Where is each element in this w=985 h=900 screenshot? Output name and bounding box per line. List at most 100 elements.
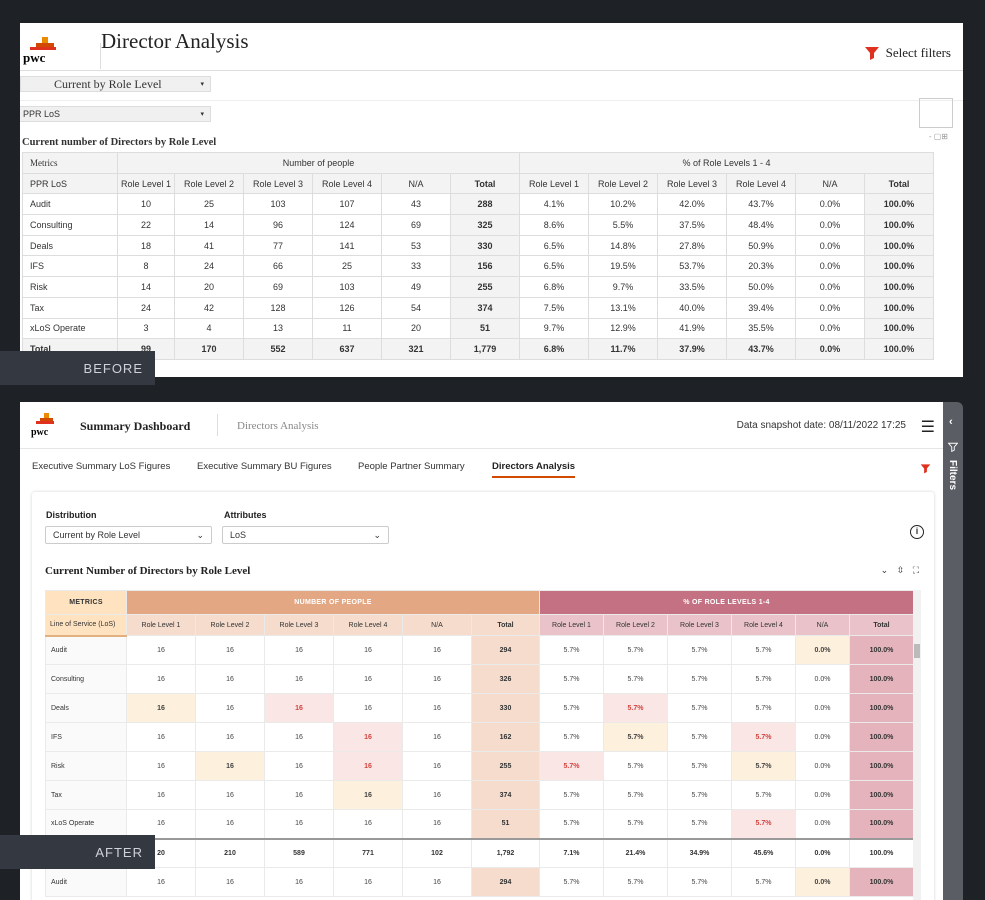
table-cell: 16 — [126, 751, 196, 781]
hamburger-menu-icon[interactable]: ☰ — [920, 419, 935, 436]
chevron-left-icon[interactable]: ‹ — [949, 416, 953, 428]
table-cell: 4.1% — [519, 193, 589, 216]
table-cell: 100.0% — [849, 693, 914, 723]
distribution-select[interactable]: Current by Role Level ⌄ — [45, 526, 212, 544]
table-cell: 5.7% — [603, 635, 668, 665]
table-cell: 5.7% — [731, 780, 796, 810]
table-row: Deals 16 16 16 16 16 330 5.7% 5.7% 5.7% 5.7% 0.0% 10… — [45, 693, 914, 723]
table-cell: 5.5% — [588, 214, 658, 236]
table-cell: 5.7% — [603, 867, 668, 897]
number-of-people-header: NUMBER OF PEOPLE — [126, 590, 540, 615]
row-label: Consulting — [22, 214, 118, 236]
table-cell: 156 — [450, 255, 520, 278]
row-label: Deals — [22, 234, 118, 257]
tab-executive-summary-bu[interactable]: Executive Summary BU Figures — [197, 461, 332, 472]
table-cell: 16 — [402, 693, 472, 723]
table-cell: 255 — [471, 751, 540, 781]
table-cell: 0.0% — [795, 255, 865, 278]
table-cell: 4 — [174, 317, 244, 340]
column-header: Role Level 2 — [174, 172, 244, 195]
table-cell: 5.7% — [603, 780, 668, 810]
table-cell: 5.7% — [731, 693, 796, 723]
table-cell: 16 — [333, 780, 403, 810]
table-cell: 16 — [195, 809, 265, 839]
table-cell: 100.0% — [849, 867, 914, 897]
table-cell: 50.9% — [726, 234, 796, 257]
distribution-select-value: Current by Role Level — [54, 76, 162, 91]
table-cell: 39.4% — [726, 296, 796, 319]
filters-label: Filters — [947, 460, 958, 491]
table-cell: 100.0% — [864, 276, 934, 298]
svg-text:pwc: pwc — [31, 427, 49, 438]
table-cell: 43 — [381, 193, 451, 216]
table-cell: 100.0% — [864, 255, 934, 278]
column-header: Role Level 2 — [195, 614, 265, 636]
tab-people-partner-summary[interactable]: People Partner Summary — [358, 461, 465, 472]
pwc-logo-icon: pwc — [31, 413, 54, 438]
table-cell: 5.7% — [603, 693, 668, 723]
table-controls-icon[interactable]: ⌄ ⇳ ⛶ — [880, 565, 922, 575]
table-cell: 5.7% — [539, 867, 604, 897]
table-cell: 0.0% — [795, 214, 865, 236]
table-cell: 107 — [312, 193, 382, 216]
select-filters-label: Select filters — [885, 45, 951, 60]
table-cell: 5.7% — [731, 751, 796, 781]
table-cell: 42.0% — [657, 193, 727, 216]
table-cell: 16 — [264, 693, 334, 723]
column-header: N/A — [795, 172, 865, 195]
table-cell: 11 — [312, 317, 382, 340]
row-head-label: Line of Service (LoS) — [45, 614, 127, 637]
filters-sidebar[interactable]: ‹ Filters — [943, 402, 963, 900]
table-cell: 5.7% — [539, 780, 604, 810]
filter-divider — [20, 100, 963, 101]
before-panel: pwc Director Analysis Select filters Cur… — [20, 23, 963, 377]
page-title: Director Analysis — [101, 29, 249, 53]
table-row: xLoS Operate 3 4 13 11 20 51 9.7% 12.9% 41.9% 35.5… — [22, 317, 934, 340]
table-cell: 9.7% — [519, 317, 589, 340]
table-cell: 16 — [126, 664, 196, 694]
table-cell: 0.0% — [795, 234, 865, 257]
table-cell: 325 — [450, 214, 520, 236]
svg-text:pwc: pwc — [23, 50, 46, 65]
table-cell: 6.5% — [519, 255, 589, 278]
breadcrumb[interactable]: Directors Analysis — [237, 420, 319, 432]
table-cell: 96 — [243, 214, 313, 236]
column-header: Role Level 4 — [726, 172, 796, 195]
filter-funnel-icon[interactable] — [920, 463, 931, 474]
table-cell: 6.5% — [519, 234, 589, 257]
table-cell: 0.0% — [795, 276, 865, 298]
table-cell: 771 — [333, 837, 403, 868]
tab-directors-analysis[interactable]: Directors Analysis — [492, 461, 576, 478]
table-cell: 141 — [312, 234, 382, 257]
table-cell: 103 — [312, 276, 382, 298]
table-cell: 48.4% — [726, 214, 796, 236]
row-label: IFS — [45, 722, 127, 752]
table-controls[interactable]: - ▢⊞ — [928, 132, 948, 141]
select-filters-button[interactable]: Select filters — [864, 45, 951, 61]
table-scrollbar[interactable] — [913, 590, 921, 900]
table-cell: 126 — [312, 296, 382, 319]
table-cell: 0.0% — [795, 837, 850, 868]
info-icon[interactable]: i — [910, 525, 924, 539]
table-cell: 255 — [450, 276, 520, 298]
los-select[interactable]: PPR LoS ▾ — [20, 106, 211, 122]
distribution-select[interactable]: Current by Role Level ▾ — [20, 76, 211, 92]
table-cell: 589 — [264, 837, 334, 868]
table-cell: 16 — [126, 867, 196, 897]
attributes-select[interactable]: LoS ⌄ — [222, 526, 389, 544]
table-cell: 16 — [126, 693, 196, 723]
after-tag: AFTER — [0, 835, 155, 869]
snapshot-date: Data snapshot date: 08/11/2022 17:25 — [736, 420, 906, 431]
header-divider — [20, 70, 963, 71]
table-row: Audit 16 16 16 16 16 294 5.7% 5.7% 5.7% 5.7% 0.0% 10… — [45, 867, 914, 897]
distribution-label: Distribution — [46, 510, 97, 520]
scrollbar-thumb[interactable] — [914, 644, 920, 658]
table-cell: 16 — [195, 664, 265, 694]
column-header: Role Level 1 — [519, 172, 589, 195]
table-row: IFS 16 16 16 16 16 162 5.7% 5.7% 5.7% 5.7% 0.0% 100.… — [45, 722, 914, 752]
summary-dashboard-title[interactable]: Summary Dashboard — [80, 419, 191, 433]
table-cell: 16 — [195, 693, 265, 723]
table-cell: 1,792 — [471, 837, 540, 868]
tab-executive-summary-los[interactable]: Executive Summary LoS Figures — [32, 461, 171, 472]
table-cell: 0.0% — [795, 693, 850, 723]
